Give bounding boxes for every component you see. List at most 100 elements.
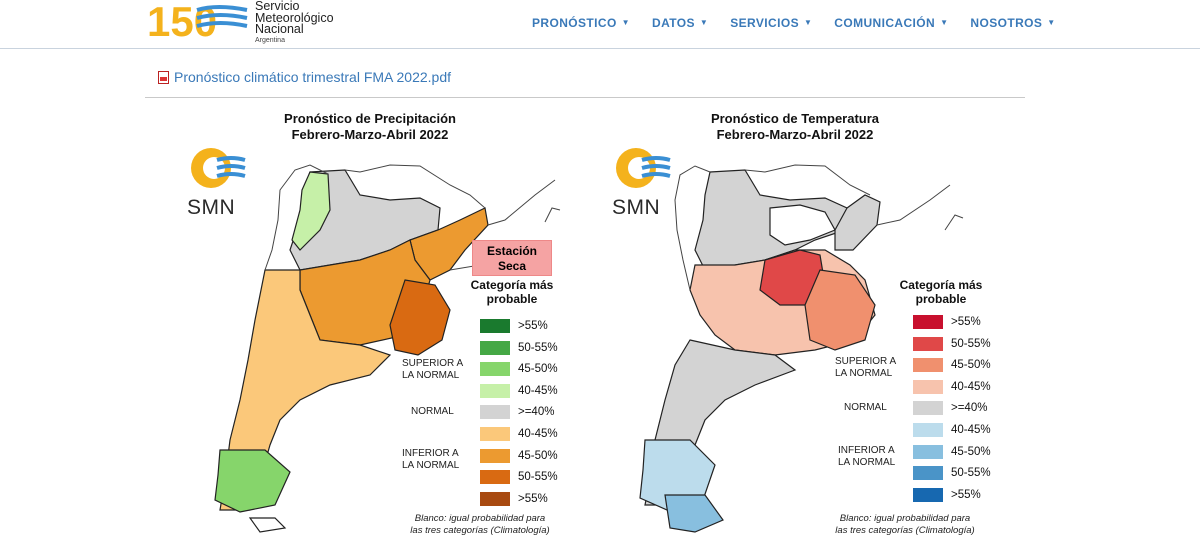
- temp-legend-swatch: [913, 401, 943, 416]
- smn-150-logo[interactable]: 150 Servicio Meteorológico Nacional Arge…: [147, 0, 357, 46]
- estacion-seca-badge: Estación Seca: [472, 240, 552, 276]
- precip-legend-swatch: [480, 470, 510, 485]
- chevron-down-icon: ▼: [1047, 18, 1056, 27]
- temp-legend-label: 45-50%: [951, 445, 991, 458]
- precip-legend-label: >55%: [518, 492, 548, 505]
- nav-pronostico[interactable]: PRONÓSTICO ▼: [532, 16, 630, 30]
- temp-inferior-line-2: LA NORMAL: [838, 457, 896, 468]
- temp-legend-swatch: [913, 336, 943, 351]
- temp-footnote-line-2: las tres categorías (Climatología): [835, 525, 975, 536]
- precip-group-normal: NORMAL: [411, 406, 454, 417]
- temp-category-line-1: Categoría más: [899, 278, 983, 292]
- temp-title-line-2: Febrero-Marzo-Abril 2022: [716, 127, 874, 142]
- nav-datos-label: DATOS: [652, 16, 695, 30]
- nav-comunicacion[interactable]: COMUNICACIÓN ▼: [834, 16, 948, 30]
- precip-superior-line-2: LA NORMAL: [402, 370, 460, 381]
- temp-legend-swatch: [913, 423, 943, 437]
- pdf-download-row: Pronóstico climático trimestral FMA 2022…: [158, 69, 451, 85]
- logo-wordmark: Servicio Meteorológico Nacional Argentin…: [255, 0, 334, 45]
- temp-legend-label: >55%: [951, 488, 981, 501]
- smn-logo-text: SMN: [612, 196, 661, 219]
- precip-inferior-line-2: LA NORMAL: [402, 460, 460, 471]
- precip-title-line-2: Febrero-Marzo-Abril 2022: [291, 127, 449, 142]
- chevron-down-icon: ▼: [940, 18, 949, 27]
- smn-logo-icon: [616, 148, 671, 188]
- pdf-file-icon: [158, 70, 169, 84]
- precip-footnote-line-2: las tres categorías (Climatología): [410, 525, 550, 536]
- logo-line-3: Nacional: [255, 22, 304, 36]
- nav-nosotros[interactable]: NOSOTROS ▼: [970, 16, 1055, 30]
- precip-superior-line-1: SUPERIOR A: [402, 358, 464, 369]
- temp-legend-label: 50-55%: [951, 337, 991, 350]
- precip-footnote-line-1: Blanco: igual probabilidad para: [414, 513, 546, 524]
- precip-group-superior: SUPERIOR A LA NORMAL: [402, 358, 492, 382]
- precipitation-forecast-map: Pronóstico de Precipitación Febrero-Marz…: [160, 100, 590, 550]
- temp-footnote: Blanco: igual probabilidad para las tres…: [790, 513, 1020, 537]
- nav-nosotros-label: NOSOTROS: [970, 16, 1043, 30]
- temp-legend-swatch: [913, 466, 943, 481]
- badge-line-2: Seca: [497, 259, 527, 273]
- nav-servicios[interactable]: SERVICIOS ▼: [730, 16, 812, 30]
- nav-pronostico-label: PRONÓSTICO: [532, 16, 617, 30]
- precip-inferior-line-1: INFERIOR A: [402, 448, 459, 459]
- pdf-link[interactable]: Pronóstico climático trimestral FMA 2022…: [174, 69, 451, 85]
- temp-group-normal: NORMAL: [844, 402, 887, 413]
- precip-legend-label: 45-50%: [518, 449, 558, 462]
- temp-legend-label: 45-50%: [951, 359, 991, 372]
- precip-legend-swatch: [480, 383, 510, 398]
- temp-inferior-line-1: INFERIOR A: [838, 445, 895, 456]
- temp-legend-label: 40-45%: [951, 380, 991, 393]
- precip-legend-label: 50-55%: [518, 341, 558, 354]
- logo-150-graphic: 150: [147, 0, 248, 40]
- precip-legend-swatch: [480, 448, 510, 463]
- precip-legend-label: 40-45%: [518, 428, 558, 440]
- smn-logo-icon: [191, 148, 246, 188]
- precip-category-heading: Categoría más probable: [452, 278, 572, 306]
- top-navbar: 150 Servicio Meteorológico Nacional Arge…: [0, 0, 1200, 49]
- chevron-down-icon: ▼: [621, 18, 630, 27]
- logo-line-2: Meteorológico: [255, 10, 334, 25]
- precip-footnote: Blanco: igual probabilidad para las tres…: [365, 513, 595, 537]
- badge-line-1: Estación: [486, 244, 537, 258]
- temp-legend-swatch: [913, 315, 943, 329]
- precip-legend-swatch: [480, 491, 510, 506]
- temp-superior-line-2: LA NORMAL: [835, 368, 893, 379]
- smn-logo-text: SMN: [187, 196, 236, 219]
- nav-datos[interactable]: DATOS ▼: [652, 16, 708, 30]
- temp-category-line-2: probable: [915, 292, 967, 306]
- logo-line-1: Servicio: [255, 0, 300, 13]
- precip-legend-label: 45-50%: [518, 363, 558, 376]
- temp-legend-label: >=40%: [951, 402, 988, 415]
- precip-map-graphic: [214, 164, 561, 533]
- precip-legend-label: >=40%: [518, 406, 555, 419]
- precip-legend-label: 40-45%: [518, 384, 558, 397]
- precip-legend-label: >55%: [518, 320, 548, 332]
- nav-servicios-label: SERVICIOS: [730, 16, 799, 30]
- logo-line-4: Argentina: [255, 36, 285, 44]
- temp-group-inferior: INFERIOR A LA NORMAL: [838, 445, 928, 469]
- chevron-down-icon: ▼: [699, 18, 709, 27]
- temp-legend-label: 40-45%: [951, 424, 991, 436]
- chevron-down-icon: ▼: [803, 18, 813, 27]
- content-divider: [145, 97, 1025, 98]
- temp-legend-swatch: [913, 358, 943, 373]
- temp-legend-swatch: [913, 487, 943, 502]
- temp-map-graphic: [639, 164, 964, 533]
- temp-legend-label: 50-55%: [951, 467, 991, 480]
- precip-legend-swatch: [480, 427, 510, 441]
- temp-superior-line-1: SUPERIOR A: [835, 356, 897, 367]
- precip-legend-swatch: [480, 340, 510, 355]
- temp-category-heading: Categoría más probable: [881, 278, 1001, 306]
- main-nav: PRONÓSTICO ▼ DATOS ▼ SERVICIOS ▼ COMUNICACI…: [532, 16, 1078, 30]
- precip-legend-swatch: [480, 319, 510, 333]
- temp-title-line-1: Pronóstico de Temperatura: [710, 111, 880, 126]
- nav-comunicacion-label: COMUNICACIÓN: [834, 16, 936, 30]
- precip-group-inferior: INFERIOR A LA NORMAL: [402, 448, 492, 472]
- temp-legend-label: >55%: [951, 316, 981, 328]
- precip-legend-label: 50-55%: [518, 471, 558, 484]
- precip-legend-swatch: [480, 405, 510, 420]
- temperature-forecast-map: Pronóstico de Temperatura Febrero-Marzo-…: [585, 100, 1015, 550]
- precip-category-line-1: Categoría más: [470, 278, 554, 292]
- precip-title-line-1: Pronóstico de Precipitación: [284, 111, 456, 126]
- temp-legend-swatch: [913, 379, 943, 394]
